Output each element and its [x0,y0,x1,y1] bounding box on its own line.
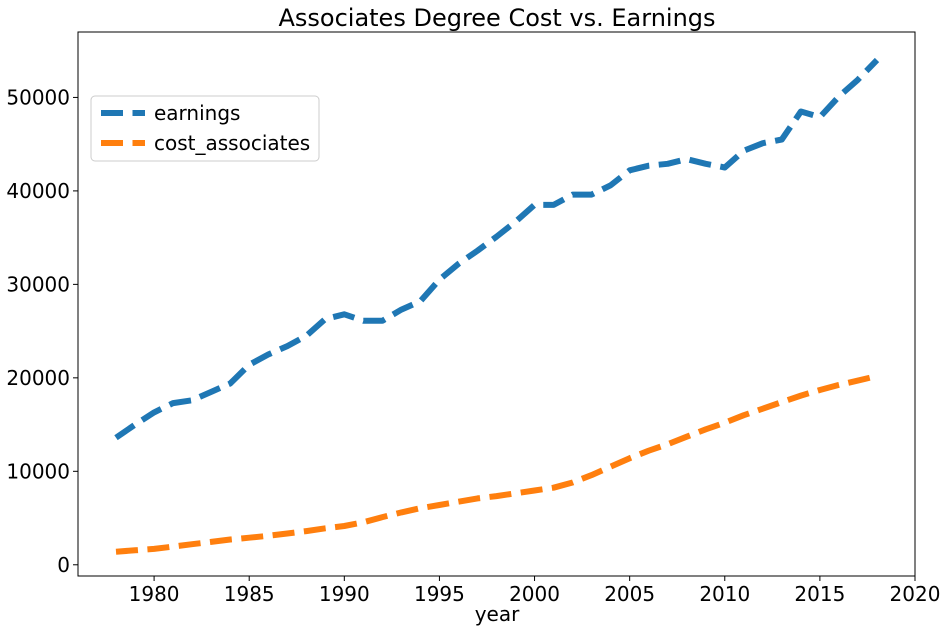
x-axis-label: year [475,602,520,626]
x-tick-label: 2015 [794,582,845,606]
x-tick-label: 2000 [509,582,560,606]
y-axis: 0 10000 20000 30000 40000 50000 [6,85,78,577]
y-tick-label: 50000 [6,85,70,109]
y-tick-label: 0 [57,553,70,577]
x-tick-label: 2005 [604,582,655,606]
legend: earnings cost_associates [90,95,320,162]
legend-box [90,95,320,162]
legend-label-cost-associates: cost_associates [154,131,310,155]
x-tick-label: 1990 [319,582,370,606]
x-tick-label: 2020 [890,582,941,606]
legend-label-earnings: earnings [154,101,240,125]
x-axis: 1980 1985 1990 1995 2000 2005 2010 2015 2020 [129,576,941,606]
y-tick-label: 20000 [6,366,70,390]
series-line-cost-associates [115,373,878,555]
legend-entries: earnings cost_associates [101,101,310,155]
series-layer [114,57,880,555]
y-tick-label: 30000 [6,272,70,296]
x-tick-label: 1985 [224,582,275,606]
x-tick-label: 2010 [699,582,750,606]
chart-title: Associates Degree Cost vs. Earnings [278,4,715,32]
y-tick-label: 10000 [6,459,70,483]
series-line-earnings [114,57,880,441]
x-tick-label: 1995 [414,582,465,606]
y-tick-label: 40000 [6,179,70,203]
plot-frame [77,31,916,577]
x-tick-label: 1980 [129,582,180,606]
